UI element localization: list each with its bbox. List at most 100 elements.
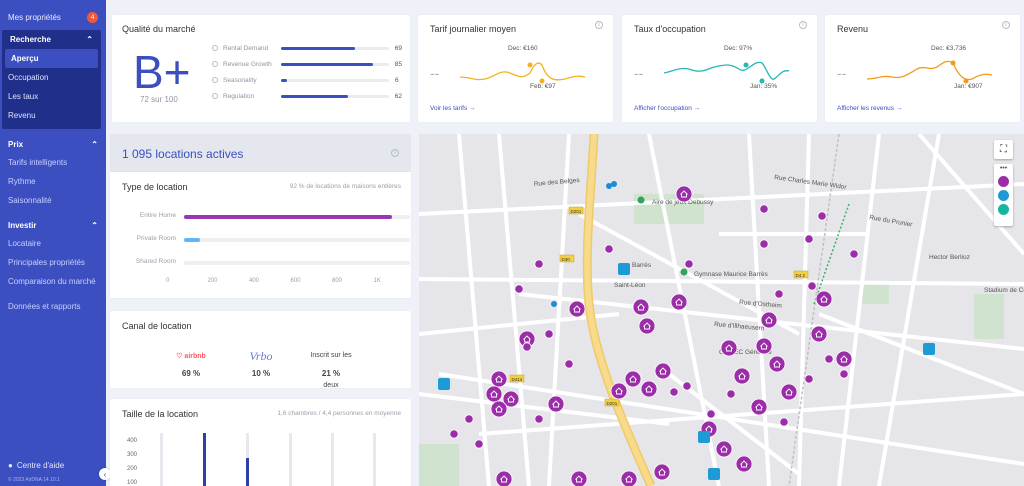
property-marker	[474, 439, 484, 449]
collapse-sidebar-button[interactable]: ‹	[99, 468, 111, 480]
sidebar-item-top-properties[interactable]: Principales propriétés	[8, 257, 85, 267]
info-icon[interactable]	[212, 77, 218, 83]
map-street-label: Rue d'Ostheim	[739, 299, 782, 310]
house-icon	[785, 388, 793, 396]
map-street	[419, 312, 620, 336]
sidebar-item-market-comparison[interactable]: Comparaison du marché	[8, 276, 96, 286]
rental-type-bar-fill	[184, 238, 200, 242]
channel-layer-icon[interactable]	[998, 190, 1009, 201]
rental-type-row: Shared Room	[126, 258, 410, 268]
sidebar-section-search[interactable]: Recherche ⌃	[2, 30, 101, 49]
sidebar-item-smart-rates[interactable]: Tarifs intelligents	[8, 157, 68, 167]
y-tick-label: 100	[127, 480, 138, 486]
sparkline-high-point	[743, 62, 749, 68]
map-street-label: Barrès	[632, 262, 652, 269]
more-icon[interactable]: •••	[999, 165, 1008, 172]
property-marker	[807, 281, 817, 291]
kpi-card: Revenu i -- Dec: €3,736 Jan: €907 Afficher le…	[825, 15, 1020, 122]
map-street-label: Saint-Léon	[614, 282, 646, 289]
size-bar-track	[203, 433, 206, 486]
hotel-layer-icon[interactable]	[998, 204, 1009, 215]
map-street-label: Hector Berlioz	[929, 254, 970, 261]
map-street	[667, 372, 801, 476]
house-icon	[629, 375, 637, 383]
metric-bar-fill	[280, 62, 373, 66]
rental-type-note: 92 % de locations de maisons entières	[289, 183, 401, 190]
sparkline-low-point	[963, 78, 969, 84]
road-shield	[568, 206, 584, 215]
house-icon	[765, 316, 773, 324]
listings-map[interactable]: Rue des Belges Rue Charles Marie Widor Air…	[419, 134, 1024, 486]
metric-bar	[280, 62, 389, 66]
axis-tick-label: 0	[166, 278, 170, 284]
kpi-link[interactable]: Voir les tarifs →	[430, 105, 476, 112]
property-marker	[774, 289, 784, 299]
property-marker	[640, 380, 658, 398]
map-canvas[interactable]: Rue des Belges Rue Charles Marie Widor Air…	[419, 134, 1024, 486]
sparkline-low-point	[539, 78, 545, 84]
axis-tick-label: 600	[290, 278, 301, 284]
property-marker	[485, 385, 503, 403]
sidebar-item-my-properties[interactable]: Mes propriétés 4	[0, 8, 106, 27]
house-icon	[815, 330, 823, 338]
sidebar-item-overview[interactable]: Aperçu	[5, 49, 98, 68]
sidebar-item-seasonality[interactable]: Saisonnalité	[8, 195, 52, 205]
kpi-link[interactable]: Afficher les revenus →	[837, 105, 903, 112]
info-icon[interactable]: i	[799, 21, 807, 29]
info-icon[interactable]	[212, 93, 218, 99]
house-icon	[659, 367, 667, 375]
sidebar-item-revenue[interactable]: Revenu	[8, 111, 36, 120]
kpi-link[interactable]: Afficher l'occupation →	[634, 105, 701, 112]
sidebar-item-occupancy[interactable]: Occupation	[8, 73, 49, 82]
house-icon	[637, 303, 645, 311]
info-icon[interactable]: i	[595, 21, 603, 29]
sidebar-item-rates[interactable]: Les taux	[8, 92, 39, 101]
y-tick-label: 300	[127, 452, 138, 458]
rental-size-note: 1,6 chambres / 4,4 personnes en moyenne	[277, 410, 401, 417]
kpi-value: --	[837, 65, 847, 81]
map-street	[578, 212, 800, 336]
sidebar-item-pacing[interactable]: Rythme	[8, 176, 36, 186]
map-street-label: Rue d'Illhaeusern	[714, 321, 765, 332]
road-shield	[559, 254, 575, 263]
info-icon[interactable]: i	[1002, 21, 1010, 29]
card-title: Tarif journalier moyen	[430, 24, 517, 34]
property-layer-icon[interactable]	[998, 176, 1009, 187]
sidebar-section-price[interactable]: Prix ⌃	[0, 135, 106, 153]
house-icon	[507, 395, 515, 403]
info-icon[interactable]	[212, 61, 218, 67]
property-marker	[759, 239, 769, 249]
house-icon	[500, 475, 508, 483]
sidebar-item-label: Mes propriétés	[8, 13, 61, 22]
kpi-high-label: Dec: €3,736	[931, 45, 967, 52]
property-marker	[568, 300, 586, 318]
property-marker	[768, 355, 786, 373]
chevron-up-icon: ⌃	[91, 139, 98, 149]
card-title: Taux d'occupation	[634, 24, 706, 34]
info-icon[interactable]	[212, 45, 218, 51]
house-icon	[675, 298, 683, 306]
house-icon	[552, 400, 560, 408]
size-bar-track	[373, 433, 376, 486]
sidebar-section-label: Prix	[8, 139, 24, 149]
rental-type-label: Shared Room	[135, 258, 176, 265]
house-icon	[573, 305, 581, 313]
quality-metric-row: Regulation 62	[212, 91, 402, 101]
y-tick-label: 200	[127, 466, 138, 472]
house-icon	[495, 375, 503, 383]
fullscreen-button[interactable]: ⛶	[994, 140, 1013, 159]
axis-tick-label: 200	[207, 278, 218, 284]
map-street	[419, 392, 670, 426]
sidebar-item-tenant[interactable]: Locataire	[8, 238, 41, 248]
sidebar-section-invest[interactable]: Investir ⌃	[0, 216, 106, 234]
info-icon[interactable]: i	[391, 149, 399, 157]
metric-label: Rental Demand	[223, 44, 269, 52]
size-bar-track	[246, 433, 249, 486]
both-channels-label-line2: deux	[323, 382, 339, 389]
metric-label: Revenue Growth	[223, 60, 272, 68]
sidebar-item-data-reports[interactable]: Données et rapports	[8, 301, 81, 311]
size-bar-track	[289, 433, 292, 486]
road-shield	[793, 270, 809, 279]
property-marker	[779, 417, 789, 427]
help-center-link[interactable]: ● Centre d'aide	[8, 461, 64, 470]
